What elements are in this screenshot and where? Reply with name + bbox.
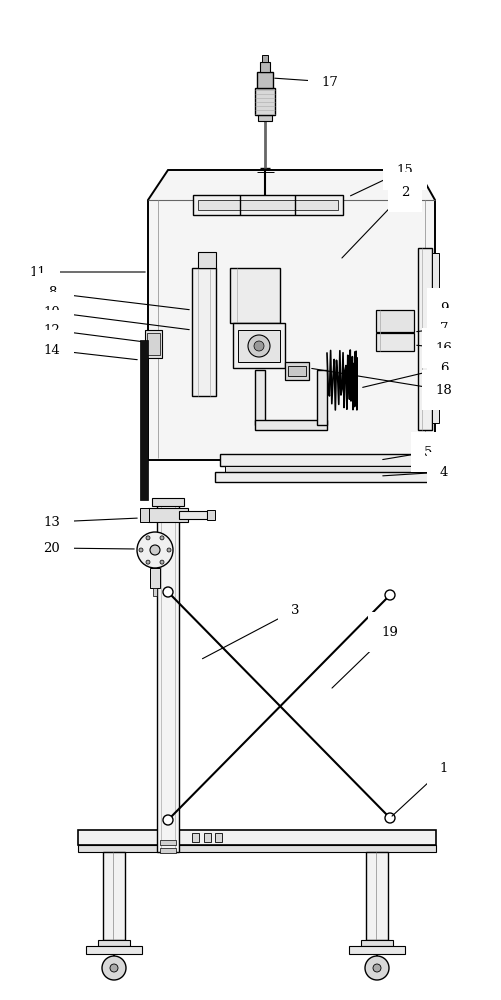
Text: 18: 18 bbox=[436, 383, 452, 396]
Text: 8: 8 bbox=[48, 286, 56, 300]
Circle shape bbox=[163, 815, 173, 825]
Bar bbox=[258, 115, 272, 121]
Bar bbox=[225, 466, 435, 472]
Text: 12: 12 bbox=[44, 324, 61, 336]
Bar bbox=[140, 508, 149, 522]
Bar bbox=[317, 370, 327, 425]
Bar bbox=[262, 55, 268, 62]
Bar bbox=[285, 362, 309, 380]
Bar bbox=[140, 340, 148, 500]
Bar bbox=[193, 195, 343, 215]
Text: 19: 19 bbox=[382, 626, 398, 639]
Bar bbox=[366, 852, 388, 940]
Bar bbox=[255, 370, 265, 425]
Bar bbox=[238, 330, 280, 362]
Bar bbox=[86, 946, 142, 954]
Bar bbox=[233, 323, 285, 368]
Bar bbox=[198, 200, 338, 210]
Bar bbox=[260, 62, 270, 72]
Bar bbox=[255, 88, 275, 115]
Circle shape bbox=[137, 532, 173, 568]
Bar bbox=[153, 588, 157, 596]
Bar bbox=[257, 72, 273, 88]
Bar bbox=[215, 472, 445, 482]
Text: 9: 9 bbox=[440, 302, 448, 314]
Bar bbox=[148, 508, 188, 522]
Bar bbox=[160, 840, 176, 845]
Bar bbox=[207, 510, 215, 520]
Bar bbox=[150, 568, 160, 588]
Circle shape bbox=[254, 341, 264, 351]
Bar bbox=[103, 852, 125, 940]
Circle shape bbox=[146, 560, 150, 564]
Circle shape bbox=[139, 548, 143, 552]
Circle shape bbox=[150, 545, 160, 555]
Circle shape bbox=[160, 560, 164, 564]
Text: 7: 7 bbox=[440, 322, 448, 334]
Bar bbox=[349, 946, 405, 954]
Circle shape bbox=[167, 548, 171, 552]
Bar bbox=[78, 830, 436, 845]
Bar bbox=[192, 268, 216, 396]
Bar bbox=[230, 268, 280, 323]
Circle shape bbox=[365, 956, 389, 980]
Text: 17: 17 bbox=[322, 76, 339, 89]
Circle shape bbox=[160, 536, 164, 540]
Bar bbox=[198, 252, 216, 268]
Text: 3: 3 bbox=[291, 603, 299, 616]
Bar bbox=[288, 366, 306, 376]
Bar bbox=[152, 498, 184, 506]
Text: 16: 16 bbox=[435, 342, 452, 355]
Text: 14: 14 bbox=[44, 344, 61, 357]
Bar bbox=[204, 833, 211, 842]
Text: 6: 6 bbox=[440, 361, 448, 374]
Circle shape bbox=[248, 335, 270, 357]
Bar bbox=[179, 511, 207, 519]
Circle shape bbox=[373, 964, 381, 972]
Bar bbox=[145, 330, 162, 358]
Text: 20: 20 bbox=[44, 542, 61, 554]
Text: 15: 15 bbox=[397, 163, 413, 176]
Circle shape bbox=[102, 956, 126, 980]
Bar bbox=[418, 248, 432, 430]
Polygon shape bbox=[148, 170, 435, 460]
Bar bbox=[376, 310, 414, 332]
Bar bbox=[432, 253, 439, 423]
Text: 5: 5 bbox=[424, 446, 432, 458]
Text: 10: 10 bbox=[44, 306, 61, 318]
Text: 13: 13 bbox=[44, 516, 61, 528]
Bar bbox=[215, 833, 222, 842]
Bar bbox=[160, 848, 176, 853]
Bar bbox=[361, 940, 393, 946]
Bar bbox=[157, 505, 179, 852]
Bar bbox=[220, 454, 440, 466]
Text: 1: 1 bbox=[440, 762, 448, 774]
Bar bbox=[78, 845, 436, 852]
Bar bbox=[147, 333, 160, 355]
Text: 4: 4 bbox=[440, 466, 448, 479]
Circle shape bbox=[385, 590, 395, 600]
Text: 2: 2 bbox=[401, 186, 409, 198]
Text: 11: 11 bbox=[30, 265, 47, 278]
Circle shape bbox=[110, 964, 118, 972]
Bar bbox=[255, 420, 327, 430]
Circle shape bbox=[385, 813, 395, 823]
Bar bbox=[98, 940, 130, 946]
Circle shape bbox=[146, 536, 150, 540]
Bar bbox=[376, 333, 414, 351]
Bar bbox=[192, 833, 199, 842]
Circle shape bbox=[163, 587, 173, 597]
